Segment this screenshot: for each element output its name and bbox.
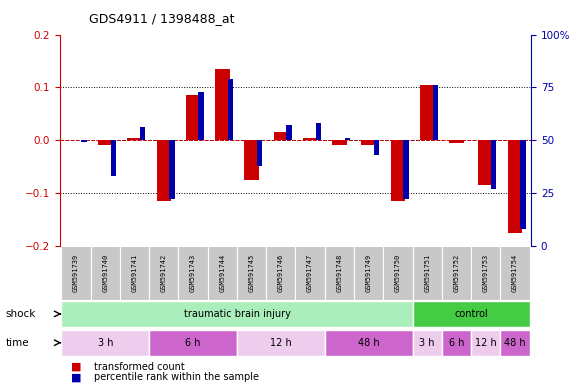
Bar	[149, 330, 237, 356]
Text: 6 h: 6 h	[186, 338, 201, 348]
Bar	[156, 140, 171, 201]
Bar	[274, 132, 288, 140]
Text: GDS4911 / 1398488_at: GDS4911 / 1398488_at	[89, 12, 234, 25]
Bar	[62, 330, 149, 356]
Text: shock: shock	[6, 309, 36, 319]
Text: GSM591739: GSM591739	[73, 253, 79, 292]
Bar	[325, 246, 354, 300]
Bar	[120, 246, 149, 300]
Bar	[186, 95, 200, 140]
Text: GSM591753: GSM591753	[482, 253, 489, 292]
Text: GSM591752: GSM591752	[453, 253, 460, 292]
Text: percentile rank within the sample: percentile rank within the sample	[94, 372, 259, 382]
Bar	[412, 301, 529, 327]
Bar	[361, 140, 376, 146]
Bar	[208, 246, 237, 300]
Text: GSM591744: GSM591744	[219, 253, 226, 292]
Bar	[215, 69, 230, 140]
Text: GSM591751: GSM591751	[424, 253, 430, 292]
Text: ■: ■	[71, 372, 82, 382]
Bar	[500, 246, 529, 300]
Text: 3 h: 3 h	[98, 338, 113, 348]
Text: 6 h: 6 h	[449, 338, 464, 348]
Bar	[303, 137, 317, 140]
Text: GSM591742: GSM591742	[161, 253, 167, 292]
Text: time: time	[6, 338, 29, 348]
Bar	[62, 246, 91, 300]
Text: 48 h: 48 h	[504, 338, 526, 348]
Bar	[478, 140, 493, 185]
Bar	[471, 246, 500, 300]
Bar	[82, 140, 87, 142]
Bar	[244, 140, 259, 180]
Text: GSM591743: GSM591743	[190, 253, 196, 292]
Bar	[332, 140, 347, 146]
Bar	[391, 140, 405, 201]
Bar	[237, 246, 266, 300]
Bar	[345, 138, 350, 140]
Bar	[442, 246, 471, 300]
Bar	[471, 330, 500, 356]
Bar	[62, 301, 412, 327]
Bar	[374, 140, 379, 155]
Bar	[449, 140, 464, 143]
Bar	[257, 140, 262, 166]
Bar	[491, 140, 496, 189]
Text: GSM591749: GSM591749	[365, 253, 372, 292]
Bar	[412, 330, 442, 356]
Bar	[508, 140, 522, 233]
Bar	[228, 79, 233, 140]
Bar	[316, 123, 321, 140]
Bar	[91, 246, 120, 300]
Text: GSM591754: GSM591754	[512, 253, 518, 292]
Text: GSM591746: GSM591746	[278, 253, 284, 292]
Bar	[383, 246, 412, 300]
Text: 12 h: 12 h	[270, 338, 292, 348]
Bar	[111, 140, 116, 176]
Bar	[412, 246, 442, 300]
Bar	[325, 330, 412, 356]
Bar	[403, 140, 409, 199]
Bar	[149, 246, 179, 300]
Bar	[140, 127, 145, 140]
Text: traumatic brain injury: traumatic brain injury	[183, 309, 291, 319]
Bar	[500, 330, 529, 356]
Text: GSM591748: GSM591748	[336, 253, 343, 292]
Text: GSM591741: GSM591741	[131, 253, 138, 292]
Bar	[237, 330, 325, 356]
Text: GSM591747: GSM591747	[307, 253, 313, 292]
Text: GSM591750: GSM591750	[395, 253, 401, 292]
Bar	[433, 85, 438, 140]
Text: ■: ■	[71, 361, 82, 372]
Text: 12 h: 12 h	[475, 338, 497, 348]
Text: 48 h: 48 h	[358, 338, 380, 348]
Bar	[179, 246, 208, 300]
Bar	[127, 137, 142, 140]
Bar	[296, 246, 325, 300]
Bar	[286, 125, 292, 140]
Bar	[266, 246, 296, 300]
Bar	[354, 246, 383, 300]
Bar	[98, 140, 112, 146]
Bar	[520, 140, 526, 229]
Text: GSM591745: GSM591745	[248, 253, 255, 292]
Bar	[442, 330, 471, 356]
Text: GSM591740: GSM591740	[102, 253, 108, 292]
Text: transformed count: transformed count	[94, 361, 185, 372]
Bar	[420, 85, 435, 140]
Text: control: control	[454, 309, 488, 319]
Bar	[199, 92, 204, 140]
Text: 3 h: 3 h	[420, 338, 435, 348]
Bar	[169, 140, 175, 199]
